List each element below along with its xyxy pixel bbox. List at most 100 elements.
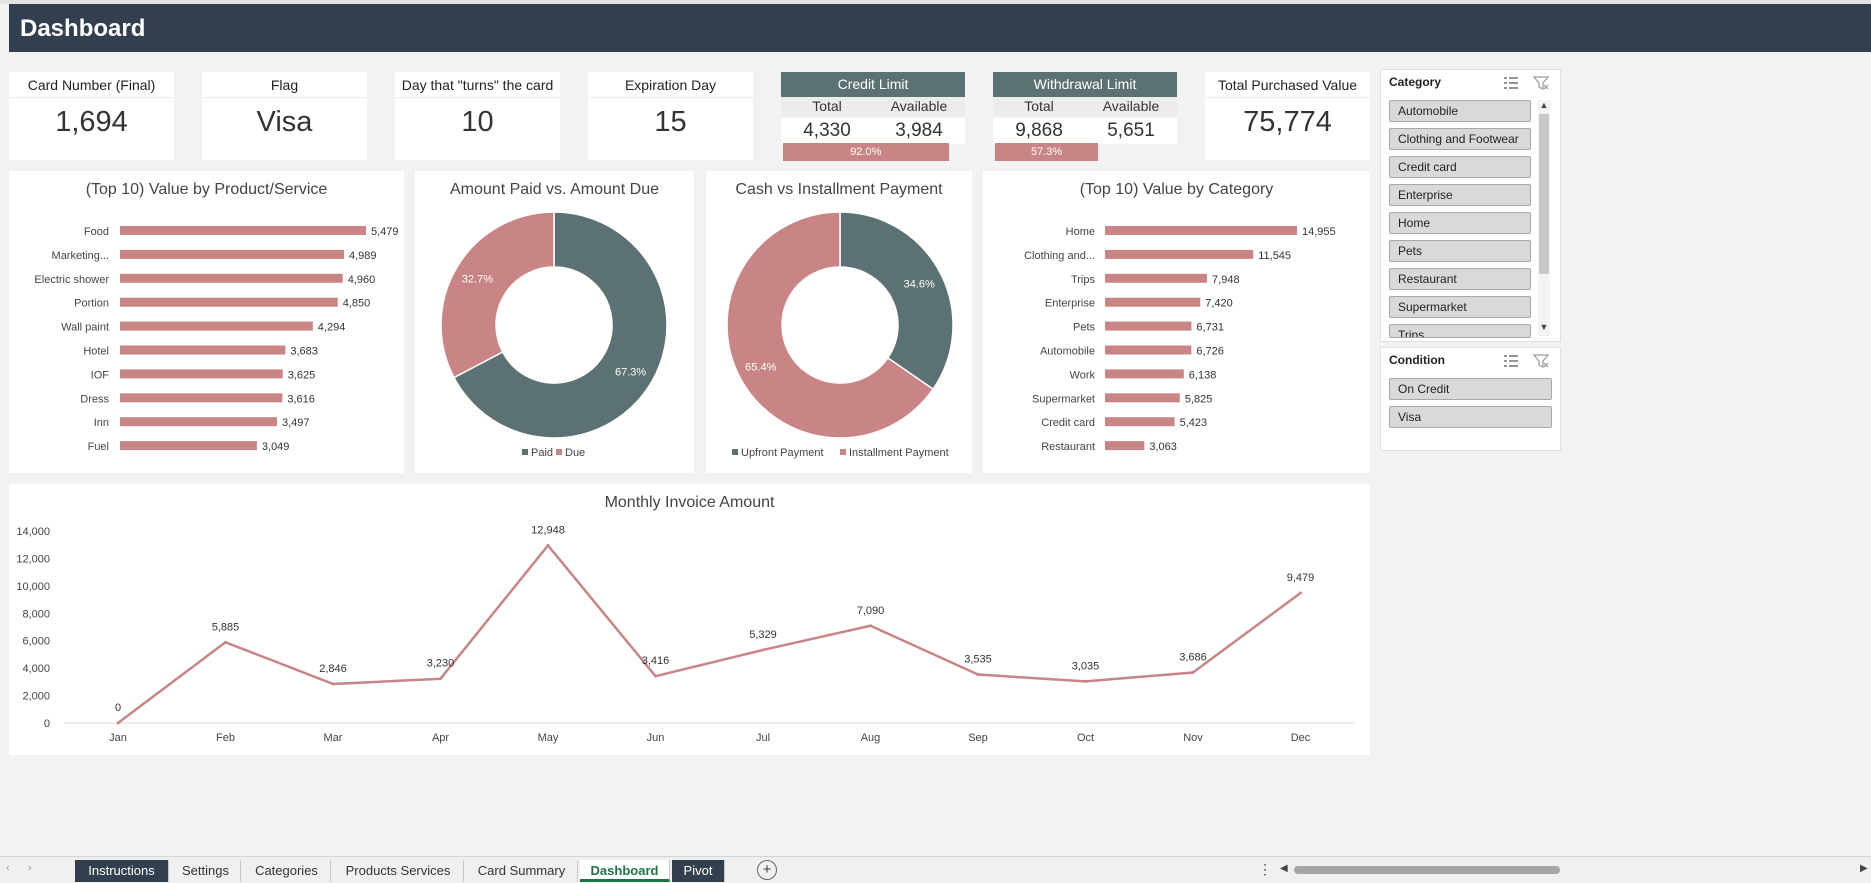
kpi-turn-day: Day that "turns" the card 10 (395, 72, 560, 160)
legend-label: Due (565, 447, 585, 459)
bar (120, 393, 283, 403)
bar (1105, 393, 1180, 403)
slicer-item[interactable]: Home (1389, 212, 1531, 234)
point-value-label: 3,535 (964, 654, 992, 666)
bar-value-label: 6,731 (1196, 322, 1224, 334)
withdrawal-available-label: Available (1085, 97, 1177, 116)
bar-value-label: 3,616 (287, 393, 315, 405)
bar-category-label: Food (84, 226, 109, 238)
bar-category-label: Portion (74, 298, 109, 310)
chart-product-service: (Top 10) Value by Product/Service Food 5,… (9, 171, 404, 473)
kpi-value: 75,774 (1243, 106, 1332, 138)
sheet-tab[interactable]: Products Services (333, 860, 464, 882)
hscroll-right-icon[interactable]: ▶ (1860, 863, 1868, 874)
bar-value-label: 3,063 (1149, 441, 1177, 453)
slicer-item[interactable]: On Credit (1389, 378, 1552, 400)
bar (1105, 249, 1254, 259)
chart-title: Cash vs Installment Payment (735, 181, 943, 198)
point-value-label: 7,090 (857, 605, 885, 617)
chart-title: (Top 10) Value by Category (1079, 181, 1274, 198)
kpi-value: Visa (256, 106, 313, 138)
credit-limit-title: Credit Limit (781, 72, 965, 97)
chart-title: (Top 10) Value by Product/Service (85, 181, 328, 198)
legend-label: Paid (531, 447, 553, 459)
sheet-tab[interactable]: Instructions (75, 860, 169, 882)
slicer-item[interactable]: Enterprise (1389, 184, 1531, 206)
line-point (869, 624, 872, 628)
sheet-tab[interactable]: Dashboard (580, 860, 670, 882)
bar (1105, 321, 1192, 331)
scroll-down-icon[interactable]: ▼ (1539, 322, 1549, 332)
scroll-right-icon[interactable]: › (28, 862, 32, 874)
clear-filter-icon[interactable] (1533, 76, 1549, 90)
y-tick-label: 4,000 (22, 663, 50, 675)
bar-value-label: 5,825 (1185, 393, 1213, 405)
multi-select-icon[interactable] (1503, 354, 1519, 368)
slicer-title: Condition (1389, 353, 1445, 367)
scroll-left-icon[interactable]: ‹ (6, 862, 10, 874)
credit-limit-card: Credit Limit Total Available 4,330 3,984… (781, 72, 965, 162)
bar (120, 369, 283, 379)
dashboard-header: Dashboard (9, 4, 1871, 52)
donut-chart: 34.6% 65.4% Upfront Payment Installment Pay… (726, 211, 954, 459)
y-tick-label: 0 (44, 718, 50, 730)
point-value-label: 3,035 (1072, 660, 1100, 672)
slice-label: 32.7% (462, 274, 493, 286)
scroll-up-icon[interactable]: ▲ (1539, 100, 1549, 110)
horizontal-scrollbar[interactable] (1294, 866, 1560, 874)
kpi-card-number: Card Number (Final) 1,694 (9, 72, 174, 160)
sheet-tab[interactable]: Pivot (672, 860, 725, 882)
slicer-item[interactable]: Credit card (1389, 156, 1531, 178)
kpi-value: 1,694 (55, 106, 128, 138)
x-tick-label: Apr (432, 732, 449, 744)
line-chart: 0 2,000 4,000 6,000 8,000 10,000 12,000 14,000 J… (16, 524, 1354, 744)
slicer-scrollbar[interactable]: ▲ ▼ (1538, 100, 1550, 336)
bar (1105, 273, 1208, 283)
bar-value-label: 3,625 (288, 369, 316, 381)
x-tick-label: Nov (1183, 732, 1203, 744)
bar-category-label: Clothing and... (1024, 250, 1095, 262)
slicer-item[interactable]: Restaurant (1389, 268, 1531, 290)
x-tick-label: Jan (109, 732, 127, 744)
more-options-icon[interactable]: ⋮ (1258, 861, 1272, 877)
slicer-item[interactable]: Automobile (1389, 100, 1531, 122)
bar (1105, 226, 1297, 235)
line-point (439, 677, 442, 681)
grid-column-strip (0, 0, 1871, 4)
bar-value-label: 3,497 (282, 417, 310, 429)
kpi-value: 15 (654, 106, 687, 138)
slicer-item[interactable]: Pets (1389, 240, 1531, 262)
withdrawal-available-value: 5,651 (1085, 118, 1177, 144)
slicer-item[interactable]: Trips (1389, 324, 1531, 338)
sheet-tab[interactable]: Settings (171, 860, 241, 882)
line-point (116, 721, 120, 725)
x-tick-label: Aug (861, 732, 881, 744)
add-sheet-icon[interactable]: + (757, 860, 777, 880)
bar-value-label: 4,850 (343, 298, 371, 310)
point-value-label: 3,230 (427, 658, 455, 670)
scroll-thumb[interactable] (1539, 114, 1549, 274)
sheet-tab[interactable]: Categories (243, 860, 331, 882)
multi-select-icon[interactable] (1503, 76, 1519, 90)
slicer-item[interactable]: Visa (1389, 406, 1552, 428)
slicer-item[interactable]: Clothing and Footwear (1389, 128, 1531, 150)
bar-value-label: 7,948 (1212, 274, 1240, 286)
y-tick-label: 14,000 (16, 526, 50, 538)
bar-value-label: 4,960 (348, 274, 376, 286)
withdrawal-total-value: 9,868 (993, 118, 1085, 144)
slicer-category: Category Automobile Clothing and Footwear… (1380, 69, 1561, 342)
point-value-label: 3,416 (642, 655, 670, 667)
x-tick-label: Oct (1077, 732, 1094, 744)
clear-filter-icon[interactable] (1533, 354, 1549, 368)
donut-slice (839, 211, 954, 391)
hscroll-left-icon[interactable]: ◀ (1280, 863, 1288, 874)
bar-category-label: Supermarket (1032, 393, 1095, 405)
donut-slice (452, 211, 668, 439)
line-point (1084, 679, 1087, 683)
slicer-item[interactable]: Supermarket (1389, 296, 1531, 318)
y-tick-label: 10,000 (16, 581, 50, 593)
sheet-tab[interactable]: Card Summary (466, 860, 578, 882)
kpi-label: Flag (202, 72, 367, 98)
credit-usage-bar: 92.0% (783, 143, 949, 161)
legend-swatch (732, 449, 738, 455)
